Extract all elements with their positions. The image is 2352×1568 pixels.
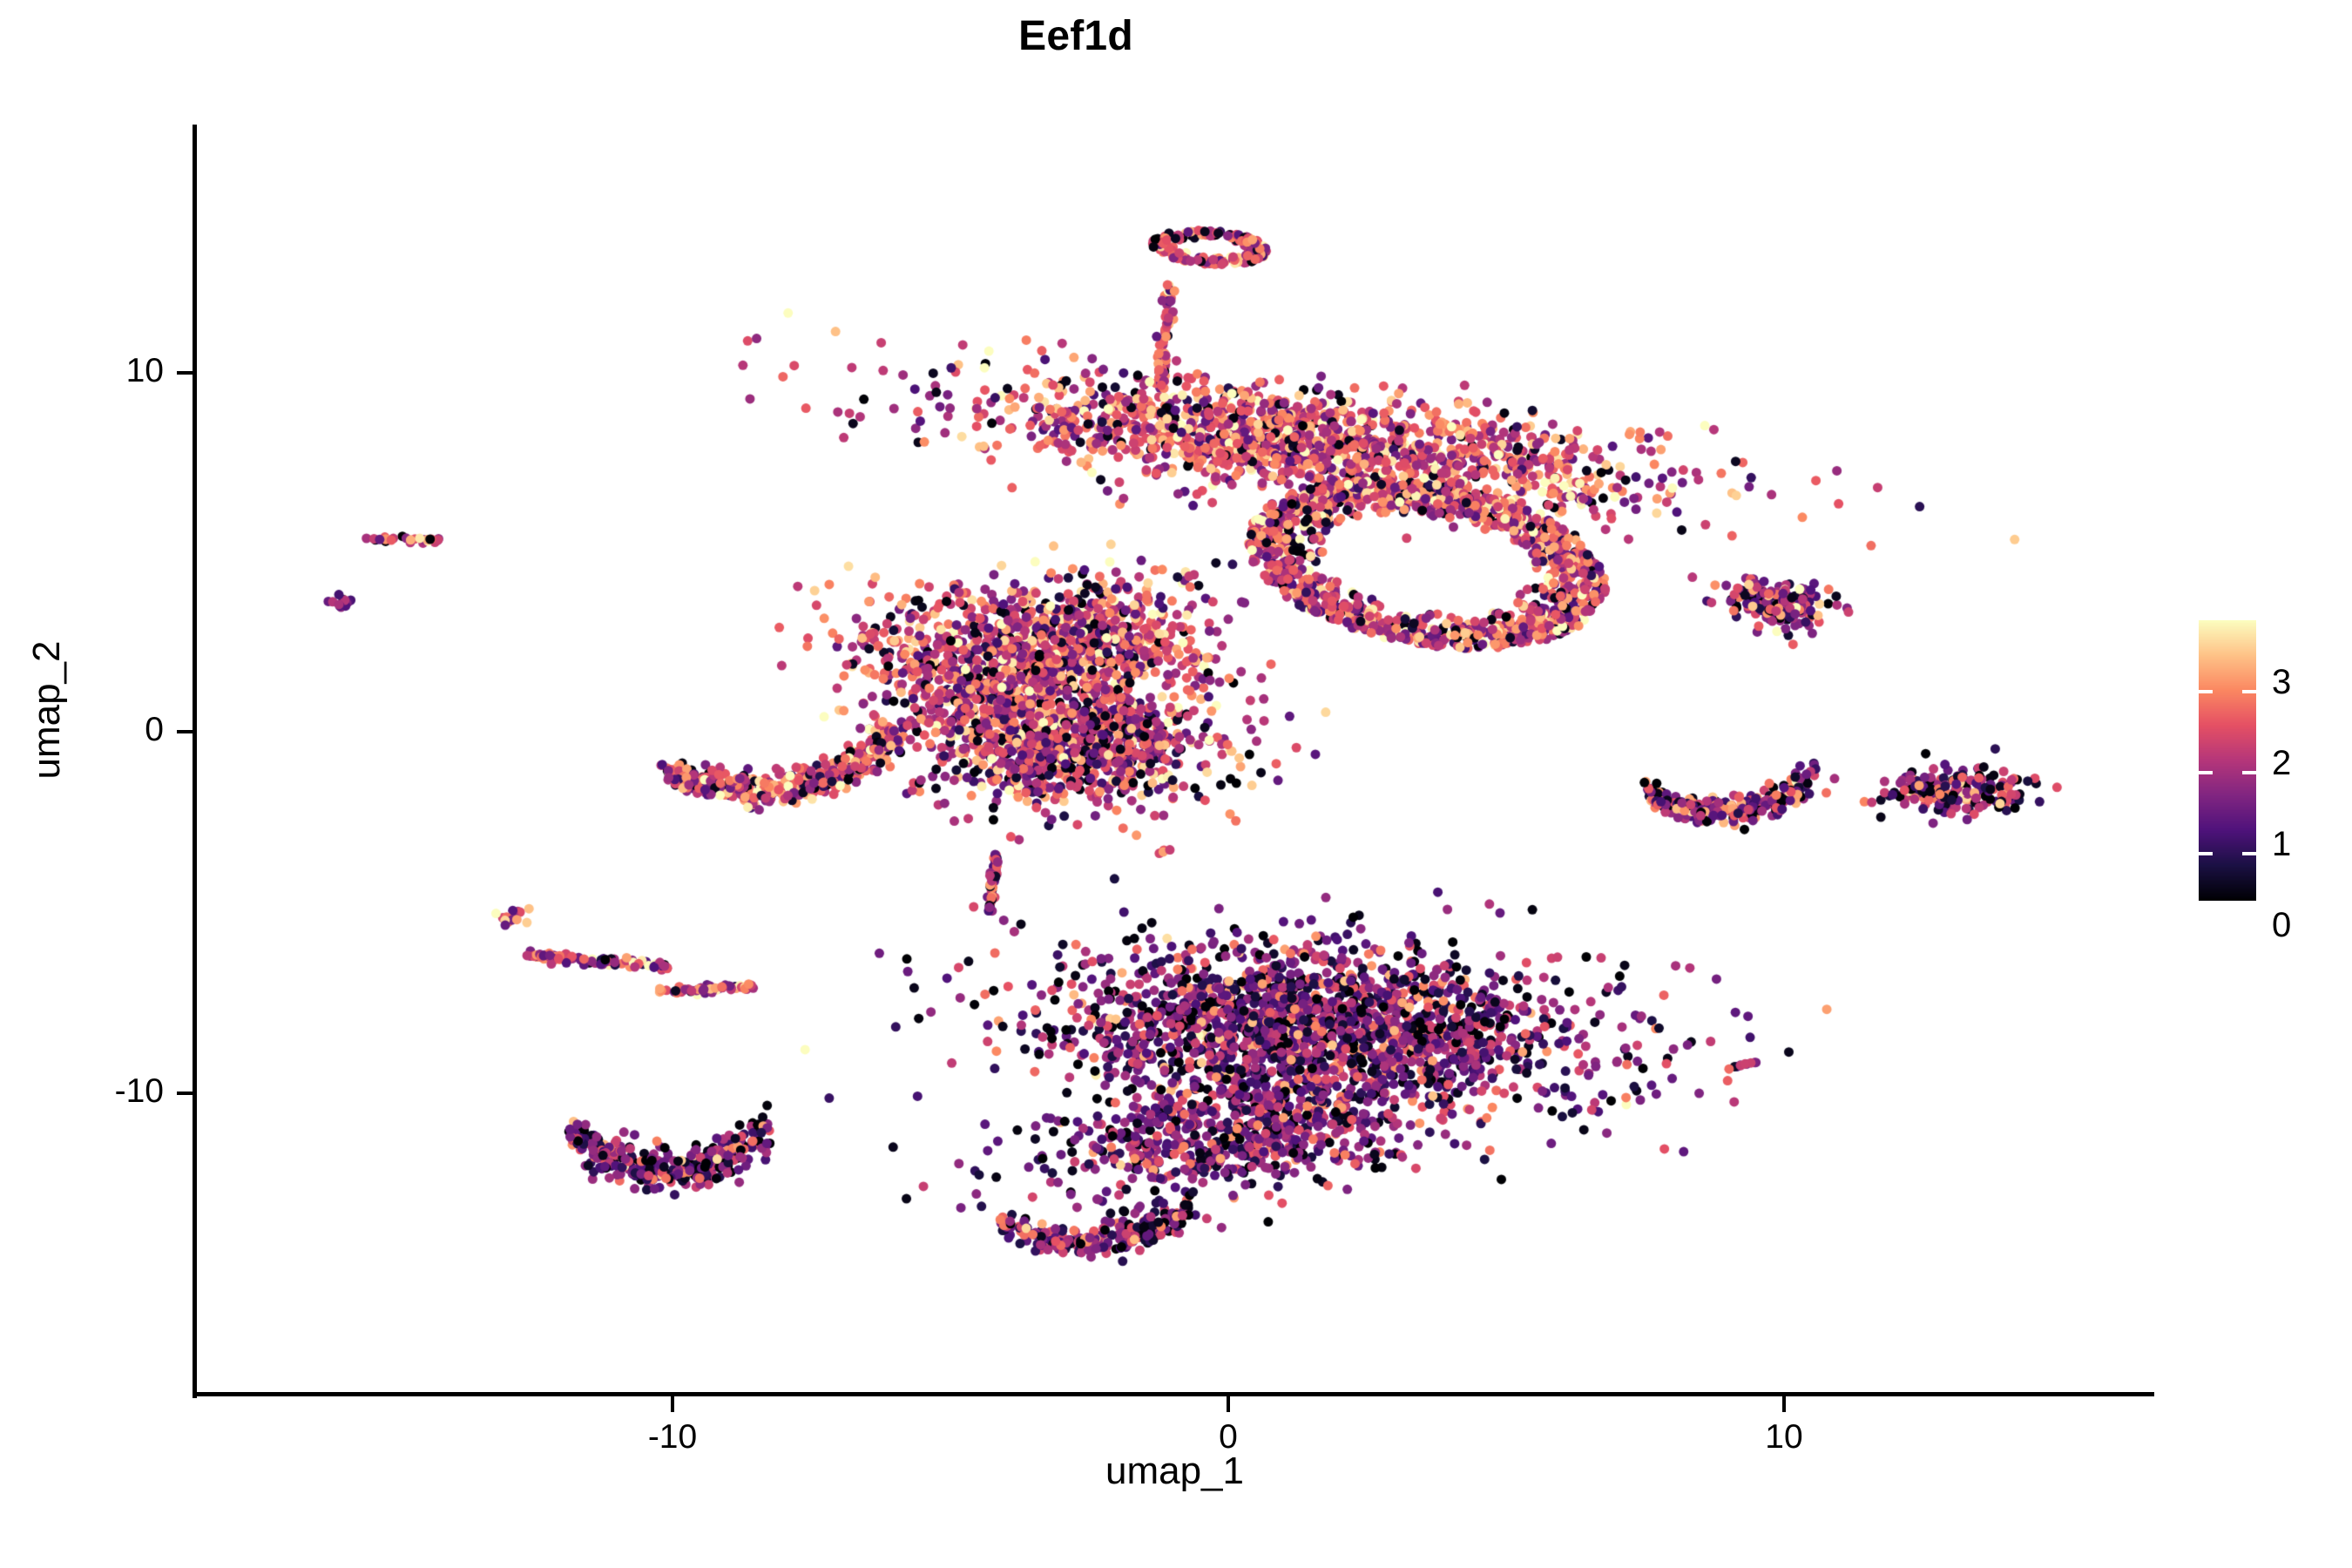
- x-tick-0: [1227, 1396, 1230, 1412]
- y-ticklabel-neg10: -10: [114, 1072, 164, 1110]
- x-axis-line: [193, 1392, 2154, 1396]
- x-ticklabel-neg10: -10: [647, 1418, 698, 1456]
- y-tick-neg10: [177, 1092, 193, 1095]
- colorbar-gradient: [2199, 620, 2256, 901]
- y-axis-line: [193, 125, 197, 1398]
- colorbar-label-2: 2: [2272, 744, 2292, 782]
- y-ticklabel-10: 10: [125, 352, 164, 389]
- colorbar-tick-3-left: [2199, 690, 2213, 693]
- y-tick-0: [177, 730, 193, 733]
- x-tick-10: [1782, 1396, 1786, 1412]
- colorbar-legend: [2199, 620, 2256, 901]
- colorbar-tick-1-right: [2242, 852, 2256, 855]
- x-ticklabel-10: 10: [1765, 1418, 1803, 1456]
- colorbar-label-1: 1: [2272, 825, 2292, 863]
- x-ticklabel-0: 0: [1219, 1418, 1238, 1456]
- x-axis-title: umap_1: [1105, 1450, 1244, 1492]
- y-axis-title: umap_2: [25, 640, 68, 780]
- colorbar-tick-2-right: [2242, 771, 2256, 774]
- scatter-canvas: [195, 125, 2154, 1395]
- y-ticklabel-0: 0: [145, 711, 164, 748]
- colorbar-tick-1-left: [2199, 852, 2213, 855]
- y-tick-10: [177, 371, 193, 375]
- colorbar-tick-2-left: [2199, 771, 2213, 774]
- colorbar-label-3: 3: [2272, 663, 2292, 701]
- x-tick-neg10: [671, 1396, 674, 1412]
- page-title: Eef1d: [1018, 13, 1133, 59]
- colorbar-tick-3-right: [2242, 690, 2256, 693]
- colorbar-label-0: 0: [2272, 906, 2292, 944]
